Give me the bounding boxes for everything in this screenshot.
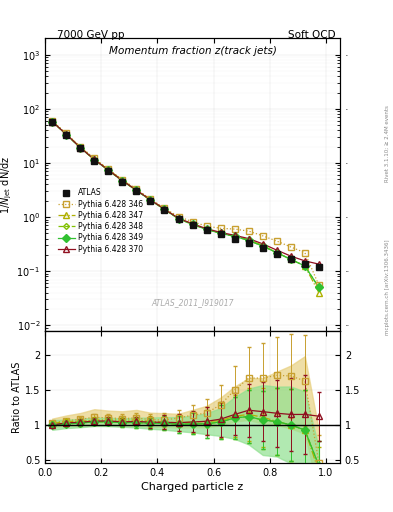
Y-axis label: Ratio to ATLAS: Ratio to ATLAS — [12, 361, 22, 433]
Text: ATLAS_2011_I919017: ATLAS_2011_I919017 — [151, 298, 234, 307]
Text: 7000 GeV pp: 7000 GeV pp — [57, 30, 125, 40]
Text: Rivet 3.1.10; ≥ 2.4M events: Rivet 3.1.10; ≥ 2.4M events — [385, 105, 390, 182]
Y-axis label: $1/N_{\rm jet}$ dN/dz: $1/N_{\rm jet}$ dN/dz — [0, 155, 14, 214]
X-axis label: Charged particle z: Charged particle z — [141, 482, 244, 493]
Text: Momentum fraction z(track jets): Momentum fraction z(track jets) — [108, 46, 277, 56]
Legend: ATLAS, Pythia 6.428 346, Pythia 6.428 347, Pythia 6.428 348, Pythia 6.428 349, P: ATLAS, Pythia 6.428 346, Pythia 6.428 34… — [58, 188, 143, 254]
Text: Soft QCD: Soft QCD — [288, 30, 336, 40]
Text: mcplots.cern.ch [arXiv:1306.3436]: mcplots.cern.ch [arXiv:1306.3436] — [385, 239, 390, 334]
